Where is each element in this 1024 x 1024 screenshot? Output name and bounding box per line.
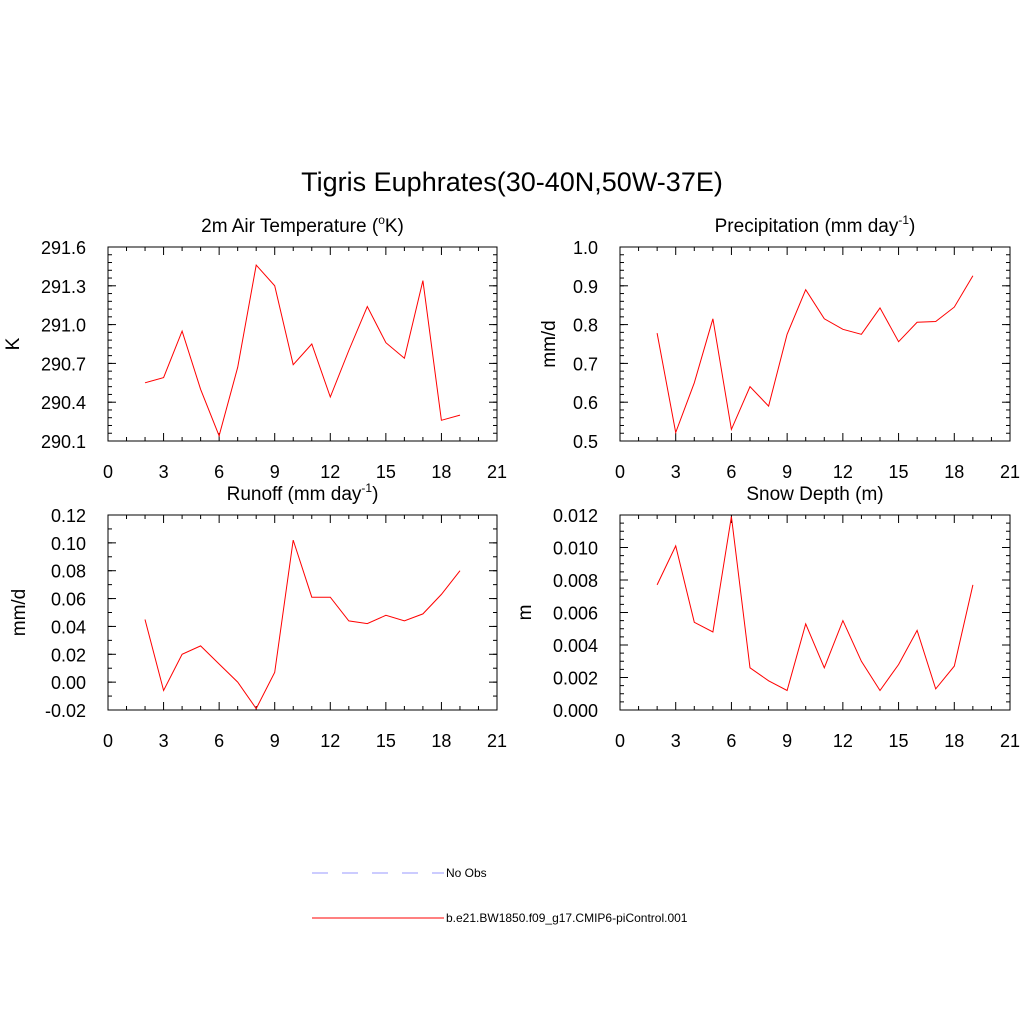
- x-tick-label: 15: [376, 462, 396, 482]
- panel-title: Runoff (mm day-1): [227, 481, 379, 505]
- plot-frame: [619, 246, 1011, 442]
- y-tick-label: 0.08: [51, 562, 86, 582]
- panel-air-temperature: 2m Air Temperature (oK) K 0 3 6 9 12 15 18 21 290.…: [3, 213, 507, 482]
- y-tick-label: 0.002: [553, 669, 598, 689]
- x-tick-label: 15: [376, 731, 396, 751]
- x-tick-label: 9: [270, 731, 280, 751]
- y-tick-label: 0.9: [573, 277, 598, 297]
- x-tick-label: 9: [782, 731, 792, 751]
- x-tick-label: 3: [671, 731, 681, 751]
- series-line: [656, 275, 974, 435]
- panel-title-suffix: K): [385, 216, 404, 237]
- y-axis-label: mm/d: [9, 589, 30, 637]
- x-tick-label: 3: [671, 462, 681, 482]
- y-tick-label: 0.000: [553, 701, 598, 721]
- y-axis-label: m: [515, 605, 536, 621]
- y-tick-label: 291.3: [41, 277, 86, 297]
- x-tick-label: 6: [726, 462, 736, 482]
- panel-snow-depth: Snow Depth (m) m 0 3 6 9 12 15 18 21 0.000 0.002 0.0…: [515, 484, 1020, 751]
- x-tick-label: 0: [615, 731, 625, 751]
- panel-title-superscript: -1: [898, 213, 909, 227]
- x-tick-label: 0: [103, 462, 113, 482]
- x-tick-label: 9: [270, 462, 280, 482]
- panel-title-suffix: ): [372, 484, 378, 505]
- x-tick-label: 9: [782, 462, 792, 482]
- y-tick-label: 0.012: [553, 506, 598, 526]
- legend-label: No Obs: [446, 866, 487, 880]
- x-tick-label: 21: [487, 731, 507, 751]
- x-tick-label: 21: [1000, 731, 1020, 751]
- y-tick-label: 1.0: [573, 238, 598, 258]
- panel-title: 2m Air Temperature (oK): [201, 213, 404, 237]
- y-tick-label: 0.02: [51, 645, 86, 665]
- y-tick-label: 0.12: [51, 506, 86, 526]
- y-tick-label: 0.00: [51, 673, 86, 693]
- series-line: [144, 539, 461, 710]
- legend-label: b.e21.BW1850.f09_g17.CMIP6-piControl.001: [446, 911, 688, 925]
- panel-runoff: Runoff (mm day-1) mm/d 0 3 6 9 12 15 18 21 -0.02 0.…: [9, 481, 507, 751]
- plot-frame: [619, 514, 1011, 711]
- x-tick-label: 18: [944, 462, 964, 482]
- x-tick-label: 12: [320, 731, 340, 751]
- panel-title-suffix: ): [909, 216, 915, 237]
- x-tick-label: 15: [889, 731, 909, 751]
- panel-title-superscript: -1: [361, 481, 372, 495]
- x-tick-label: 21: [487, 462, 507, 482]
- y-axis-label: K: [3, 337, 24, 350]
- panel-title-text: Runoff (mm day: [227, 484, 362, 505]
- y-tick-label: 0.7: [573, 354, 598, 374]
- y-tick-label: 0.8: [573, 316, 598, 336]
- x-tick-label: 18: [431, 462, 451, 482]
- main-title: Tigris Euphrates(30-40N,50W-37E): [301, 167, 723, 197]
- y-tick-label: 0.10: [51, 534, 86, 554]
- x-tick-label: 6: [214, 731, 224, 751]
- x-tick-label: 0: [615, 462, 625, 482]
- x-tick-label: 3: [159, 731, 169, 751]
- y-tick-label: 291.0: [41, 316, 86, 336]
- panel-title-text: 2m Air Temperature (: [201, 216, 379, 237]
- panel-title-text: Precipitation (mm day: [715, 216, 899, 237]
- x-tick-label: 3: [159, 462, 169, 482]
- y-tick-label: 0.006: [553, 604, 598, 624]
- panel-title-text: Snow Depth (m): [746, 484, 883, 505]
- y-tick-label: 290.4: [41, 393, 86, 413]
- panel-title-superscript: o: [378, 213, 385, 227]
- x-tick-label: 12: [833, 462, 853, 482]
- y-tick-label: 0.008: [553, 571, 598, 591]
- x-tick-label: 12: [833, 731, 853, 751]
- x-tick-label: 12: [320, 462, 340, 482]
- y-tick-label: 0.04: [51, 617, 86, 637]
- x-tick-label: 21: [1000, 462, 1020, 482]
- plot-frame: [107, 246, 498, 442]
- y-tick-label: -0.02: [45, 701, 86, 721]
- series-line: [144, 264, 461, 438]
- x-tick-label: 18: [431, 731, 451, 751]
- series-line: [656, 516, 974, 692]
- plot-frame: [107, 514, 498, 711]
- y-tick-label: 0.06: [51, 590, 86, 610]
- y-tick-label: 290.1: [41, 432, 86, 452]
- x-tick-label: 15: [889, 462, 909, 482]
- x-tick-label: 18: [944, 731, 964, 751]
- y-tick-label: 0.6: [573, 393, 598, 413]
- panel-precipitation: Precipitation (mm day-1) mm/d 0 3 6 9 12 15 18 21…: [539, 213, 1020, 482]
- y-tick-label: 291.6: [41, 238, 86, 258]
- x-tick-label: 0: [103, 731, 113, 751]
- x-tick-label: 6: [214, 462, 224, 482]
- legend: No Obs b.e21.BW1850.f09_g17.CMIP6-piContr…: [312, 866, 688, 925]
- panel-title: Snow Depth (m): [746, 484, 883, 505]
- y-axis-label: mm/d: [539, 320, 560, 368]
- y-tick-label: 0.004: [553, 636, 598, 656]
- y-tick-label: 290.7: [41, 354, 86, 374]
- y-tick-label: 0.010: [553, 539, 598, 559]
- x-tick-label: 6: [726, 731, 736, 751]
- y-tick-label: 0.5: [573, 432, 598, 452]
- panel-title: Precipitation (mm day-1): [715, 213, 916, 237]
